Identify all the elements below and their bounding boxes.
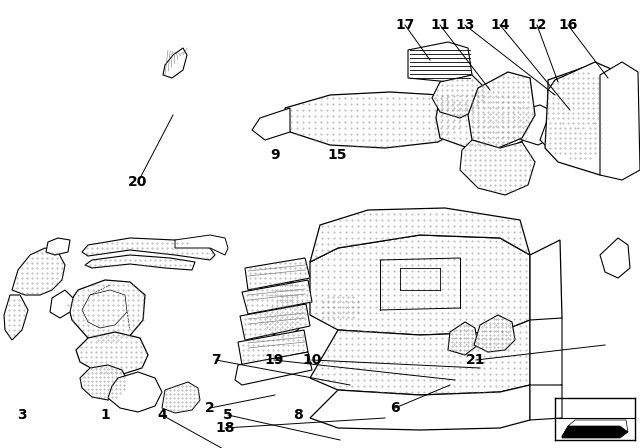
Polygon shape bbox=[600, 62, 640, 180]
Polygon shape bbox=[468, 72, 535, 148]
Polygon shape bbox=[50, 290, 73, 318]
Text: 2: 2 bbox=[205, 401, 215, 415]
Polygon shape bbox=[252, 108, 290, 140]
Text: 10: 10 bbox=[302, 353, 322, 367]
Polygon shape bbox=[242, 280, 312, 314]
Polygon shape bbox=[530, 385, 562, 420]
Text: 6: 6 bbox=[390, 401, 400, 415]
Polygon shape bbox=[548, 68, 602, 130]
Text: 12: 12 bbox=[527, 18, 547, 32]
Polygon shape bbox=[448, 322, 478, 355]
Polygon shape bbox=[82, 238, 215, 260]
Polygon shape bbox=[85, 255, 195, 270]
Polygon shape bbox=[310, 235, 530, 335]
Polygon shape bbox=[245, 258, 310, 290]
Polygon shape bbox=[175, 235, 228, 255]
Polygon shape bbox=[76, 332, 148, 375]
Text: 17: 17 bbox=[396, 18, 415, 32]
Polygon shape bbox=[562, 426, 628, 438]
Polygon shape bbox=[530, 318, 562, 392]
Polygon shape bbox=[285, 92, 468, 148]
Polygon shape bbox=[238, 330, 308, 365]
Polygon shape bbox=[318, 292, 360, 322]
Polygon shape bbox=[163, 48, 187, 78]
Polygon shape bbox=[408, 42, 472, 82]
Polygon shape bbox=[600, 238, 630, 278]
Text: 20: 20 bbox=[128, 175, 148, 189]
Text: 13: 13 bbox=[455, 18, 475, 32]
Text: 5: 5 bbox=[223, 408, 233, 422]
Polygon shape bbox=[436, 90, 535, 150]
Text: 21: 21 bbox=[467, 353, 486, 367]
Polygon shape bbox=[310, 385, 530, 430]
Polygon shape bbox=[12, 248, 65, 295]
Polygon shape bbox=[4, 295, 28, 340]
Polygon shape bbox=[162, 382, 200, 413]
Text: 18: 18 bbox=[215, 421, 235, 435]
Polygon shape bbox=[68, 280, 145, 342]
Polygon shape bbox=[515, 105, 560, 145]
Text: 7: 7 bbox=[211, 353, 221, 367]
Polygon shape bbox=[540, 118, 605, 162]
Polygon shape bbox=[108, 372, 162, 412]
Text: 16: 16 bbox=[558, 18, 578, 32]
Text: 9: 9 bbox=[270, 148, 280, 162]
Text: 14: 14 bbox=[490, 18, 509, 32]
Polygon shape bbox=[46, 238, 70, 255]
Polygon shape bbox=[474, 315, 515, 352]
Polygon shape bbox=[80, 365, 128, 400]
Text: 19: 19 bbox=[264, 353, 284, 367]
Polygon shape bbox=[270, 280, 300, 302]
Text: 1: 1 bbox=[100, 408, 110, 422]
Polygon shape bbox=[460, 140, 535, 195]
Text: 4: 4 bbox=[157, 408, 167, 422]
Polygon shape bbox=[545, 62, 622, 175]
Text: 3: 3 bbox=[17, 408, 27, 422]
Text: 15: 15 bbox=[327, 148, 347, 162]
Polygon shape bbox=[240, 304, 310, 340]
Polygon shape bbox=[432, 75, 485, 118]
Polygon shape bbox=[262, 292, 305, 338]
Polygon shape bbox=[530, 240, 562, 332]
Text: 11: 11 bbox=[430, 18, 450, 32]
Polygon shape bbox=[310, 320, 530, 395]
Polygon shape bbox=[235, 352, 312, 385]
Text: 8: 8 bbox=[293, 408, 303, 422]
Polygon shape bbox=[310, 208, 530, 262]
Polygon shape bbox=[568, 420, 628, 432]
